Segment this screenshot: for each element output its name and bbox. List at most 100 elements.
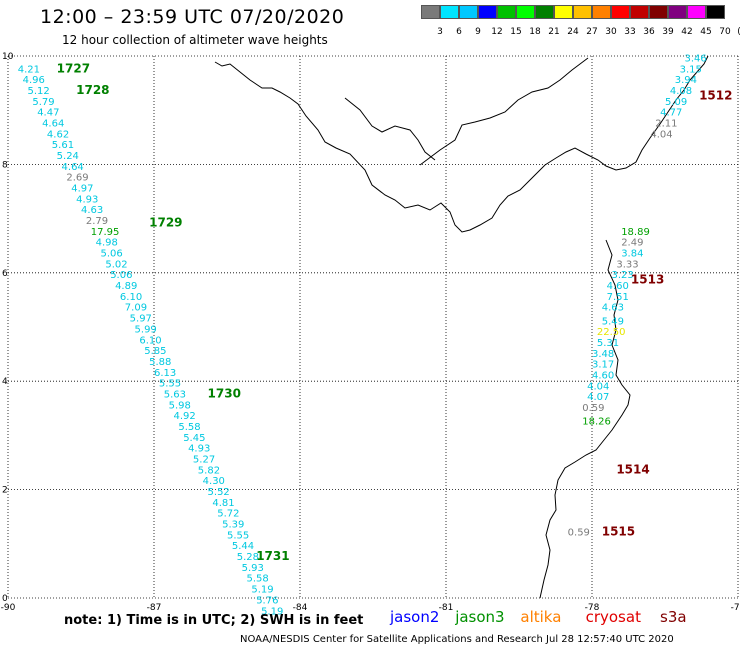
wave-height-reading: 3.23 (611, 270, 633, 281)
legend-item-jason3: jason3 (455, 608, 505, 626)
wave-height-reading: 4.04 (587, 381, 609, 392)
scale-swatch (611, 5, 630, 19)
wave-height-reading: 4.21 (18, 64, 40, 75)
wave-height-reading: 5.82 (198, 465, 220, 476)
wave-height-reading: 4.89 (115, 281, 137, 292)
pass-number-label: 1514 (616, 462, 649, 476)
wave-height-reading: 5.24 (57, 151, 79, 162)
scale-label: 36 (643, 27, 655, 37)
scale-label: 24 (567, 27, 579, 37)
wave-height-reading: 6.13 (154, 368, 176, 379)
wave-height-reading: 5.44 (232, 541, 254, 552)
wave-height-reading: 3.15 (680, 64, 702, 75)
wave-height-reading: 0.59 (582, 403, 604, 414)
wave-height-reading: 4.47 (37, 108, 59, 119)
wave-height-reading: 4.81 (212, 498, 234, 509)
gulf-shoreline (344, 97, 436, 161)
wave-height-reading: 22.50 (597, 327, 626, 338)
scale-label: (ft) (734, 27, 740, 37)
wave-height-reading: 4.63 (602, 303, 624, 314)
scale-label: 70 (719, 27, 731, 37)
pass-number-label: 1729 (149, 216, 182, 230)
wave-height-reading: 2.11 (655, 118, 677, 129)
legend-item-cryosat: cryosat (585, 608, 641, 626)
colombia-pacific-coast (539, 239, 631, 599)
wave-height-reading: 4.98 (96, 238, 118, 249)
scale-swatch (554, 5, 573, 19)
legend-item-jason2: jason2 (390, 608, 440, 626)
satellite-pass-labels: 1727 1728 1729 1730 1731 1512 1513 1514 1515 (57, 61, 733, 563)
pass-number-label: 1513 (631, 273, 664, 287)
x-tick-label: -81 (439, 603, 454, 613)
scale-label: 30 (605, 27, 617, 37)
wave-height-reading: 5.06 (100, 249, 122, 260)
wave-height-reading: 3.33 (616, 259, 638, 270)
scale-label: 9 (475, 27, 481, 37)
wave-height-reading: 3.84 (621, 249, 643, 260)
wave-height-reading: 5.79 (32, 97, 54, 108)
wave-height-reading: 6.10 (120, 292, 142, 303)
wave-height-reading: 4.04 (650, 129, 672, 140)
wave-height-reading: 4.92 (173, 411, 195, 422)
wave-height-reading: 7.09 (125, 303, 147, 314)
x-tick-label: -84 (293, 603, 308, 613)
scale-swatch (478, 5, 497, 19)
scale-swatch (535, 5, 554, 19)
scale-swatch (687, 5, 706, 19)
wave-height-reading: 5.88 (149, 357, 171, 368)
scale-swatch (630, 5, 649, 19)
scale-swatch (649, 5, 668, 19)
x-tick-label: -90 (1, 603, 16, 613)
scale-swatch (573, 5, 592, 19)
page-subtitle: 12 hour collection of altimeter wave hei… (62, 33, 328, 47)
wave-height-reading: 5.76 (256, 595, 278, 606)
wave-height-reading: 5.58 (178, 422, 200, 433)
wave-height-reading: 5.52 (208, 487, 230, 498)
wave-height-reading: 3.17 (592, 360, 614, 371)
wave-height-reading: 4.64 (62, 162, 84, 173)
wave-height-reading: 5.09 (665, 97, 687, 108)
wave-height-reading: 5.55 (227, 530, 249, 541)
wave-height-reading: 4.08 (670, 86, 692, 97)
y-tick-label: 0 (2, 594, 8, 604)
wave-height-reading: 5.45 (183, 433, 205, 444)
wave-height-reading: 4.60 (592, 370, 614, 381)
scale-label: 12 (491, 27, 503, 37)
wave-height-reading: 0.59 (568, 528, 590, 539)
wave-height-reading: 3.48 (592, 349, 614, 360)
wave-height-reading: 5.02 (105, 259, 127, 270)
page-title: 12:00 – 23:59 UTC 07/20/2020 (40, 6, 345, 28)
pass-number-label: 1515 (602, 525, 635, 539)
wave-height-reading: 17.95 (91, 227, 120, 238)
scale-label: 33 (624, 27, 636, 37)
legend-item-altika: altika (520, 608, 562, 626)
wave-height-reading: 2.49 (621, 238, 643, 249)
scale-label: 6 (456, 27, 462, 37)
scale-label: 39 (662, 27, 674, 37)
wave-height-reading: 18.89 (621, 227, 650, 238)
wave-height-reading: 6.10 (139, 335, 161, 346)
wave-height-reading: 5.12 (27, 86, 49, 97)
wave-height-reading: 5.97 (130, 314, 152, 325)
wave-height-reading: 5.61 (52, 140, 74, 151)
pass-number-label: 1730 (208, 386, 241, 400)
y-tick-label: 8 (2, 160, 8, 170)
scale-swatch (516, 5, 535, 19)
wave-height-reading: 5.39 (222, 520, 244, 531)
x-tick-label: -87 (147, 603, 162, 613)
wave-height-reading: 3.46 (684, 53, 706, 64)
wave-height-readings: 4.214.965.125.794.474.644.625.615.244.64… (18, 53, 707, 617)
scale-label: 18 (529, 27, 541, 37)
wave-height-reading: 4.96 (23, 75, 45, 86)
wave-height-reading: 5.19 (261, 606, 283, 617)
scale-label: 27 (586, 27, 598, 37)
pass-number-label: 1512 (699, 88, 732, 102)
wave-height-reading: 5.58 (246, 574, 268, 585)
wave-height-reading: 2.69 (66, 173, 88, 184)
scale-label: 42 (681, 27, 693, 37)
scale-label: 3 (437, 27, 443, 37)
caribbean-north-coast (214, 55, 709, 233)
pass-number-label: 1731 (256, 549, 289, 563)
wave-height-reading: 5.06 (110, 270, 132, 281)
